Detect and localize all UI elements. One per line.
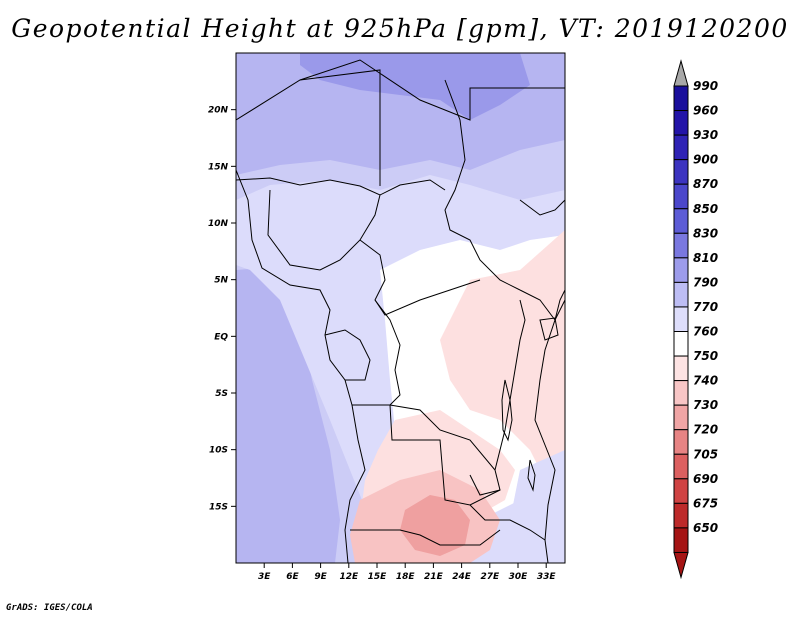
lake-tanganyika: [501, 379, 513, 442]
colorbar-swatch: [673, 453, 689, 480]
colorbar-label: 770: [693, 300, 718, 314]
field-region-southeast-790: [505, 450, 565, 563]
border-chad-sudan: [444, 79, 521, 291]
lat-tick-label: EQ: [214, 332, 228, 342]
colorbar-label: 870: [693, 177, 718, 191]
colorbar-swatch: [673, 478, 689, 504]
colorbar-label: 960: [693, 104, 718, 118]
border-mali-niger: [236, 69, 381, 186]
colorbar-label: 990: [693, 79, 718, 93]
colorbar-swatch: [673, 257, 689, 283]
colorbar-swatch: [673, 232, 689, 259]
colorbar-label: 705: [693, 447, 718, 461]
border-nigeria: [267, 189, 381, 271]
colorbar-label: 675: [693, 496, 718, 510]
map-plot-area: [235, 52, 566, 564]
lon-tick-label: 27E: [480, 572, 500, 582]
colorbar-swatch: [673, 306, 689, 333]
field-region-east-750: [440, 230, 565, 490]
colorbar-swatch: [673, 134, 689, 161]
lon-tick-label: 3E: [258, 572, 271, 582]
colorbar-label: 760: [693, 325, 718, 339]
colorbar-label: 690: [693, 472, 718, 486]
lake-malawi: [527, 459, 536, 492]
lat-tick-label: 15N: [208, 162, 229, 172]
colorbar-swatch: [673, 429, 689, 455]
colorbar-label: 850: [693, 202, 718, 216]
colorbar-swatch: [673, 527, 689, 553]
border-great-lakes: [494, 299, 526, 471]
colorbar-swatch: [673, 380, 689, 406]
colorbar-swatch: [673, 208, 689, 234]
colorbar-label: 810: [693, 251, 718, 265]
colorbar-label: 730: [693, 398, 718, 412]
colorbar-label: 790: [693, 275, 718, 289]
lon-tick-label: 21E: [424, 572, 444, 582]
lat-tick-label: 5N: [214, 276, 228, 286]
border-zambia-zimbabwe: [469, 504, 546, 541]
lat-tick-label: 10N: [208, 219, 229, 229]
colorbar-label: 830: [693, 226, 718, 240]
lon-tick-label: 33E: [537, 572, 557, 582]
map-title: Geopotential Height at 925hPa [gpm], VT:…: [11, 14, 789, 43]
colorbar-swatch: [673, 355, 689, 382]
border-drc-north: [374, 299, 401, 406]
field-region-sahara-high: [300, 53, 530, 120]
colorbar-swatch: [673, 281, 689, 308]
colorbar-label: 740: [693, 374, 718, 388]
lat-tick-label: 5S: [215, 389, 228, 399]
lat-tick-label: 10S: [209, 446, 228, 456]
colorbar-swatch: [673, 331, 689, 357]
lon-tick-label: 6E: [286, 572, 299, 582]
colorbar-label: 720: [693, 423, 718, 437]
field-region-west-ocean: [236, 268, 340, 563]
colorbar-swatch: [673, 110, 689, 136]
border-libya-egypt: [299, 59, 565, 121]
lon-tick-label: 30E: [509, 572, 529, 582]
colorbar-label: 650: [693, 521, 718, 535]
colorbar-label: 900: [693, 153, 718, 167]
colorbar-swatch: [673, 159, 689, 185]
field-region-heat-low-730: [400, 495, 470, 556]
colorbar-label: 930: [693, 128, 718, 142]
colorbar-swatch: [673, 404, 689, 431]
lon-tick-label: 24E: [452, 572, 472, 582]
colorbar-swatch: [673, 183, 689, 210]
coastline-west: [236, 169, 366, 563]
plot-frame: [235, 52, 566, 564]
colorbar-swatch: [673, 502, 689, 529]
colorbar-swatch: [673, 85, 689, 112]
colorbar-bottom-arrow: [673, 551, 689, 580]
coastline-east: [534, 299, 565, 563]
lat-tick-label: 15S: [209, 502, 228, 512]
border-drc-south: [389, 404, 501, 496]
lon-axis: 3E 6E 9E 12E 15E 18E 21E 24E 27E 30E 33E: [258, 563, 556, 582]
colorbar: 990 960 930 900 870 850 830 810 790 770 760 750 740 7…: [673, 59, 718, 580]
lon-tick-label: 15E: [368, 572, 388, 582]
country-borders: [236, 59, 565, 563]
lon-tick-label: 18E: [396, 572, 416, 582]
border-gabon-congo: [324, 329, 371, 381]
lon-tick-label: 9E: [314, 572, 327, 582]
colorbar-label: 750: [693, 349, 718, 363]
lat-axis: 20N 15N 10N 5N EQ 5S 10S 15S: [208, 106, 236, 512]
lake-victoria: [539, 317, 559, 341]
border-cameroon-car: [359, 239, 481, 316]
border-namibia-botswana: [350, 529, 501, 546]
lat-tick-label: 20N: [208, 106, 229, 116]
grads-credit: GrADS: IGES/COLA: [6, 603, 93, 613]
lon-tick-label: 12E: [339, 572, 359, 582]
border-ethiopia: [519, 199, 565, 216]
border-sahel: [236, 177, 446, 196]
colorbar-top-arrow: [673, 59, 689, 87]
